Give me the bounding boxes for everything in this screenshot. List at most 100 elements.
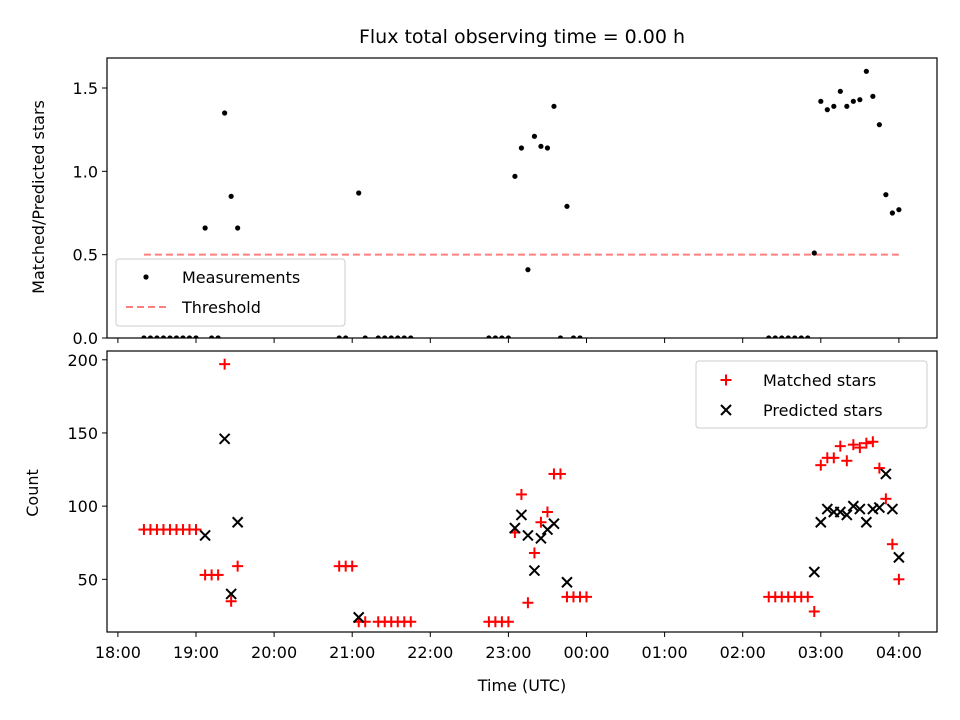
measurement-point [193,335,199,338]
measurement-point [525,267,531,273]
matched-star-marker [541,506,553,518]
x-tick-label: 23:00 [485,643,531,662]
x-tick-label: 19:00 [173,643,219,662]
predicted-star-marker [834,506,847,518]
measurement-point [531,133,538,139]
bottom-plot-frame [106,350,938,633]
measurement-point [408,335,414,338]
legend-matched-marker [720,374,732,386]
predicted-star-marker [854,503,866,515]
matched-star-marker [219,358,231,370]
x-tick-label: 20:00 [251,643,297,662]
measurement-point [401,335,407,338]
measurement-point [336,335,342,338]
bottom-plot-area [138,358,905,628]
measurement-point [180,335,186,338]
matched-star-marker [190,524,202,536]
matched-star-marker [232,560,244,572]
measurement-point [870,93,876,99]
x-tick-label: 18:00 [95,643,141,662]
measurement-point [857,97,863,103]
measurement-point [512,173,518,179]
top-panel-ratio: 0.0 0.5 1.0 1.5 Measurements Threshold [73,57,938,348]
measurement-point [811,250,817,256]
matched-star-marker [873,462,885,474]
measurement-point [551,103,557,109]
measurement-point [889,210,895,216]
matched-star-marker [535,516,547,528]
bottom-legend: Matched stars Predicted stars [695,360,928,429]
top-y-tick-label: 0.0 [73,329,98,348]
x-tick-label: 21:00 [329,643,375,662]
measurement-point [785,335,791,338]
matched-star-marker [515,488,527,500]
x-tick-label: 00:00 [563,643,609,662]
top-y-tick-label: 0.5 [73,246,98,265]
predicted-star-marker [353,611,365,624]
matched-star-marker [522,597,534,609]
predicted-star-marker [535,532,547,545]
matched-star-marker [893,573,905,585]
predicted-star-marker [841,509,853,521]
predicted-star-marker [873,501,886,514]
predicted-star-marker [847,500,860,512]
measurement-point [850,98,856,104]
measurement-point [388,335,394,338]
matched-star-marker [880,493,892,505]
legend-matched-label: Matched stars [763,371,876,390]
legend-measurements-marker [143,274,149,280]
measurement-point [160,335,167,338]
matched-star-marker [867,436,879,448]
top-y-tick-label: 1.5 [73,79,98,98]
predicted-star-marker [522,529,534,542]
measurement-point [141,335,147,338]
measurement-point [818,98,824,104]
measurement-point [375,335,381,338]
matched-star-marker [359,616,371,628]
predicted-star-marker [225,588,237,600]
matched-star-marker [860,437,872,449]
measurement-point [557,335,564,338]
matched-star-marker [828,452,840,464]
measurement-point [837,88,843,94]
legend-threshold-label: Threshold [181,298,261,317]
measurement-point [564,203,570,209]
matched-star-marker [554,468,566,480]
measurement-point [395,335,401,338]
matched-star-marker [346,560,358,572]
measurement-point [154,335,160,338]
chart-title: Flux total observing time = 0.00 h [359,26,685,48]
x-tick-label: 04:00 [876,643,922,662]
measurement-point [896,207,902,213]
measurement-point [505,335,511,338]
x-axis-label: Time (UTC) [477,676,566,695]
top-y-axis-label: Matched/Predicted stars [29,100,48,294]
matched-star-marker [212,569,224,581]
matched-star-marker [808,606,820,618]
measurement-point [876,122,882,128]
measurement-point [831,103,837,109]
predicted-star-marker [509,522,521,534]
x-tick-label: 02:00 [720,643,766,662]
top-y-tick-label: 1.0 [73,162,98,181]
legend-predicted-marker [720,404,732,416]
predicted-star-marker [528,564,541,577]
top-legend: Measurements Threshold [115,258,346,327]
measurement-point [570,335,577,338]
measurement-point [228,193,234,199]
bottom-y-tick-label: 150 [67,424,98,443]
measurement-point [544,145,551,151]
x-tick-label: 01:00 [642,643,688,662]
measurement-point [486,335,492,338]
measurement-point [235,225,241,231]
matched-star-marker [502,616,514,628]
measurement-point [577,335,583,338]
matched-star-marker [802,591,814,603]
measurement-point [824,107,830,113]
legend-measurements-label: Measurements [182,268,300,287]
matched-star-marker [405,616,417,628]
predicted-star-marker [821,503,834,515]
measurement-point [186,335,193,338]
measurement-point [499,335,505,338]
